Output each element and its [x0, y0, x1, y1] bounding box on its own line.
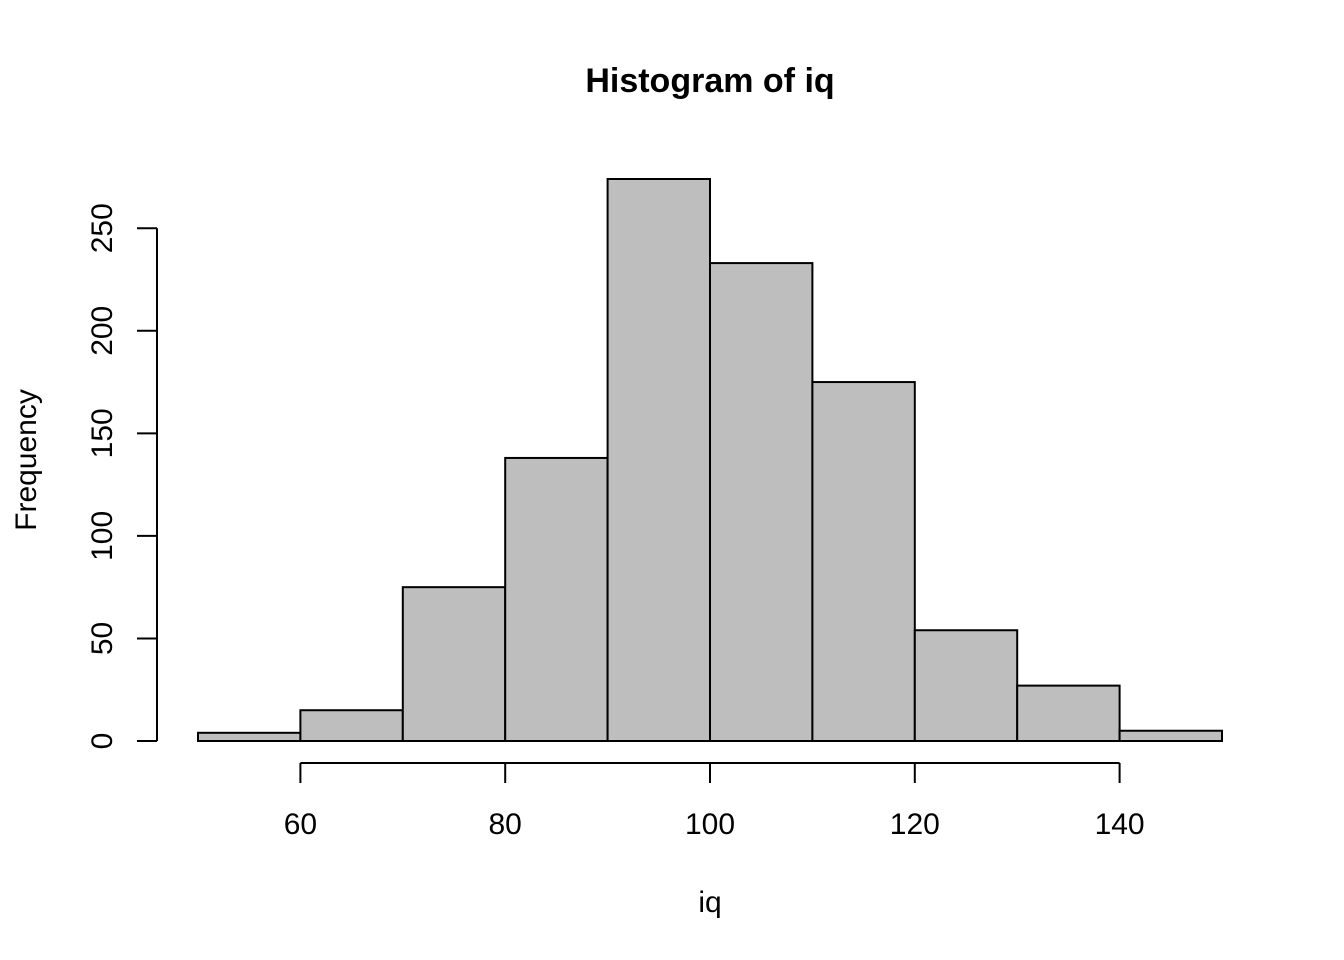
- x-tick-label: 140: [1095, 808, 1145, 841]
- histogram-bar-100-110: [709, 262, 814, 742]
- histogram-bars: [197, 178, 1223, 743]
- histogram-bar-140-150: [1118, 729, 1223, 742]
- x-tick-label: 100: [685, 808, 735, 841]
- y-axis-label: Frequency: [10, 389, 43, 531]
- y-tick-label: 200: [86, 306, 119, 356]
- histogram-bar-80-90: [504, 456, 609, 742]
- histogram-bar-50-60: [197, 731, 302, 742]
- chart-title: Histogram of iq: [585, 62, 834, 100]
- x-tick-label: 80: [489, 808, 522, 841]
- y-tick-label: 50: [86, 622, 119, 655]
- x-tick-label: 60: [284, 808, 317, 841]
- histogram-bar-130-140: [1016, 684, 1121, 742]
- histogram-bar-70-80: [401, 586, 507, 743]
- y-axis: 0 50 100 150 200 250: [86, 203, 158, 750]
- x-tick-label: 120: [890, 808, 940, 841]
- y-tick-label: 250: [86, 203, 119, 253]
- y-tick-label: 100: [86, 511, 119, 561]
- x-axis-label: iq: [698, 886, 721, 919]
- histogram-bar-110-120: [811, 381, 916, 742]
- y-tick-label: 150: [86, 408, 119, 458]
- histogram-bar-60-70: [299, 709, 404, 743]
- x-axis: 60 80 100 120 140: [284, 762, 1145, 841]
- histogram-bar-120-130: [913, 629, 1019, 743]
- histogram-bar-90-100: [606, 178, 711, 742]
- y-tick-label: 0: [86, 733, 119, 750]
